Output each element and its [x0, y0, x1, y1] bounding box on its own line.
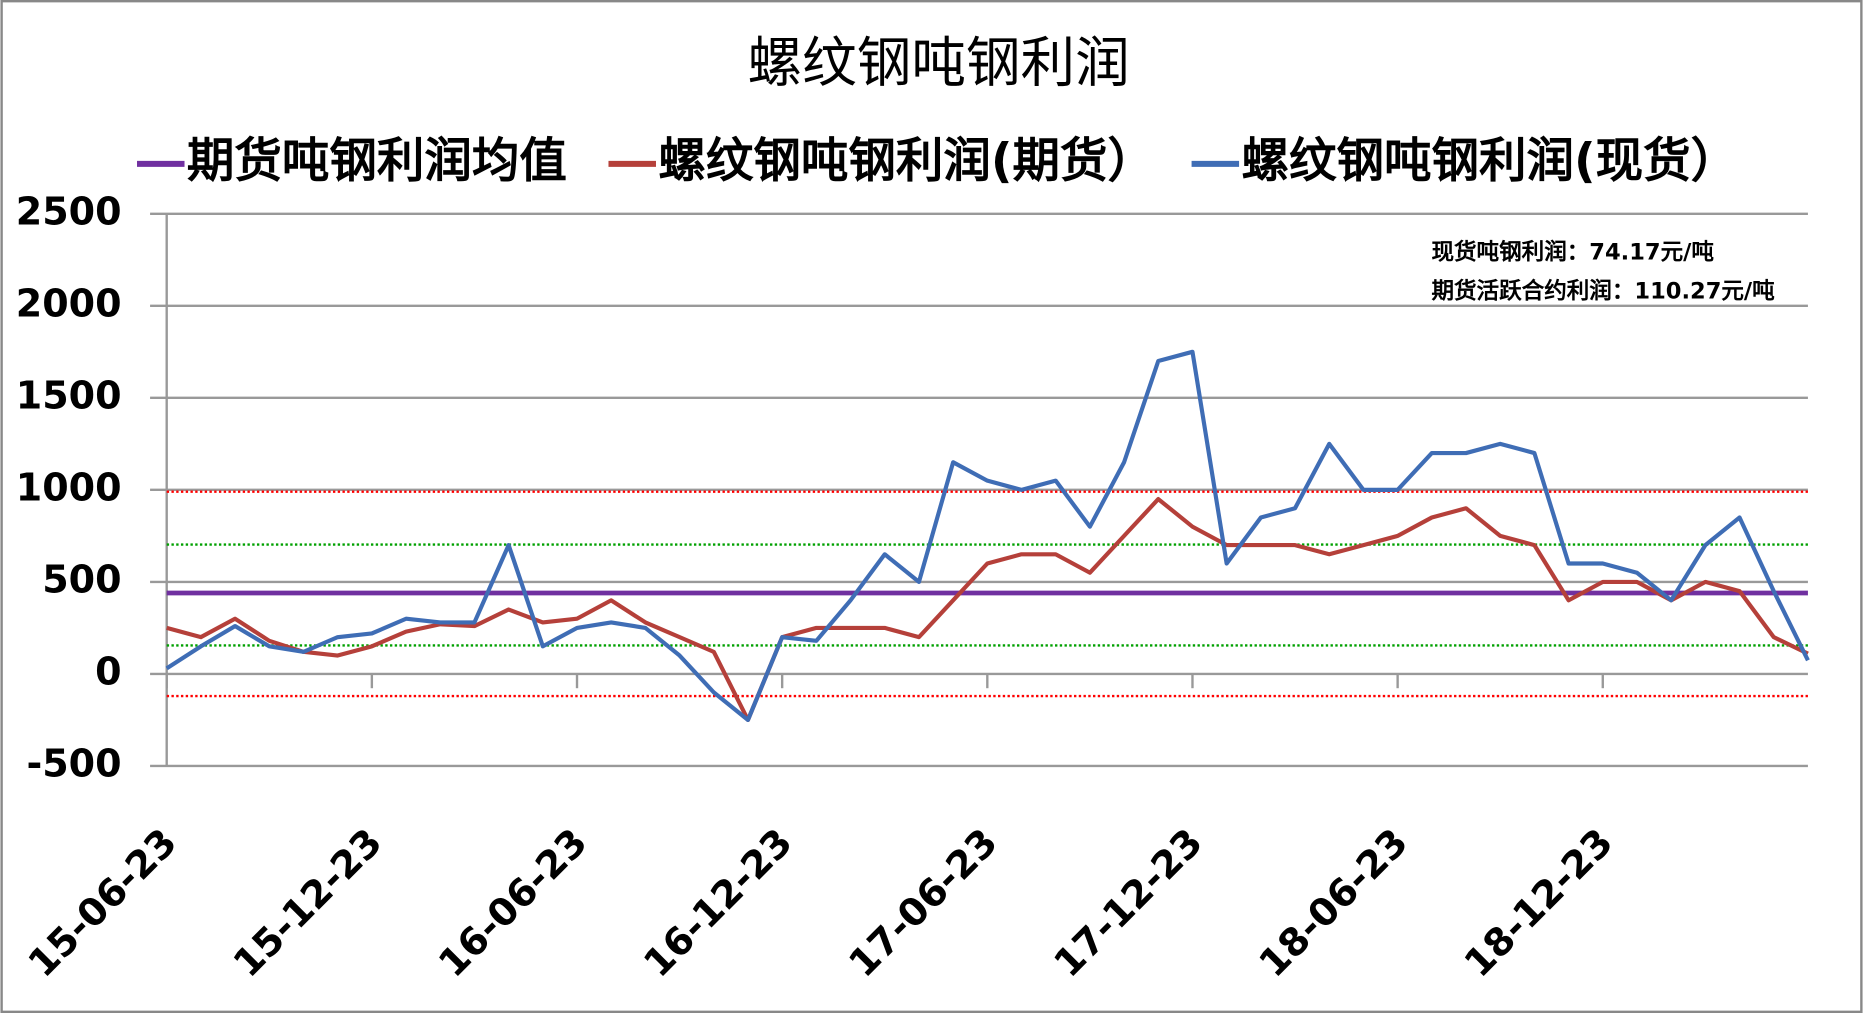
annotation: 现货吨钢利润：74.17元/吨 [1431, 238, 1714, 265]
y-tick-label: 2500 [16, 189, 122, 233]
y-tick-label: 2000 [16, 281, 122, 325]
y-tick-label: 1000 [16, 465, 122, 509]
series-line [165, 349, 1810, 723]
y-tick-label: 0 [95, 649, 121, 693]
legend-label: 期货吨钢利润均值 [187, 134, 567, 189]
y-tick-label: 500 [42, 557, 121, 601]
chart-title: 螺纹钢吨钢利润 [747, 31, 1129, 95]
y-tick-label: -500 [26, 741, 121, 785]
legend-label: 螺纹钢吨钢利润(期货） [658, 134, 1155, 189]
legend-label: 螺纹钢吨钢利润(现货） [1241, 134, 1738, 189]
annotation: 期货活跃合约利润：110.27元/吨 [1431, 278, 1775, 305]
y-tick-label: 1500 [16, 373, 122, 417]
